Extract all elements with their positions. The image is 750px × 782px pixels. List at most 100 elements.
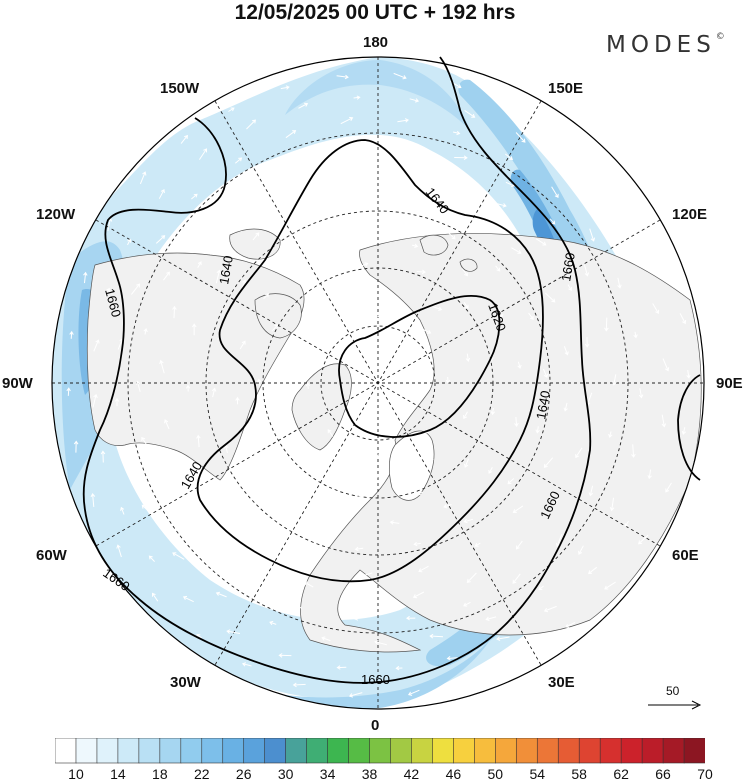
wind-vector-arrow <box>241 279 247 288</box>
wind-vector-arrow <box>466 572 477 583</box>
wind-vector-arrow <box>90 493 96 507</box>
wind-vector-arrow <box>631 251 637 259</box>
wind-vector-arrow <box>631 444 636 458</box>
wind-vector-arrow <box>535 238 547 246</box>
wind-vector-arrow <box>141 504 152 514</box>
wind-vector-arrow <box>73 440 79 453</box>
colorbar-tick-label: 42 <box>403 766 420 782</box>
colorbar-swatch <box>55 738 77 764</box>
wind-vector-arrow <box>155 235 166 244</box>
wind-vector-arrow <box>254 495 261 501</box>
colorbar-swatch <box>390 738 413 764</box>
wind-vector-arrow <box>463 458 469 468</box>
colorbar-tick-label: 62 <box>613 766 629 782</box>
contour-label: 1640 <box>216 254 236 285</box>
wind-vector-arrow <box>542 368 549 379</box>
wind-vector-arrow <box>397 141 411 147</box>
colorbar-swatch <box>620 738 643 764</box>
wind-vector-arrow <box>259 530 267 538</box>
wind-vector-arrow <box>290 600 303 609</box>
wind-vector-arrow <box>279 189 294 194</box>
lon-label-90e: 90E <box>716 375 743 392</box>
colorbar-tick-label: 10 <box>68 766 84 782</box>
wind-vector-arrow <box>298 102 309 109</box>
colorbar-tick-label: 46 <box>445 766 462 782</box>
wind-vector-arrow <box>417 491 424 496</box>
wind-vector-arrow <box>114 397 120 407</box>
wind-vector-arrow <box>443 504 452 509</box>
wind-vector-arrow <box>278 653 292 658</box>
colorbar-swatch <box>683 738 705 764</box>
colorbar-swatch <box>641 738 664 764</box>
wind-vector-arrow <box>197 261 202 268</box>
wind-vector-arrow <box>374 640 388 646</box>
wind-vector-arrow <box>647 469 652 480</box>
wind-vector-arrow <box>512 505 524 513</box>
wind-vector-arrow <box>348 692 363 698</box>
wind-vector-arrow <box>521 654 528 659</box>
wind-vector-arrow <box>180 134 188 144</box>
wind-vector-arrow <box>452 130 461 136</box>
colorbar-swatch <box>159 738 182 764</box>
wind-vector-arrow <box>515 540 523 550</box>
colorbar-swatch <box>536 738 559 764</box>
colorbar-swatch <box>662 738 685 764</box>
lon-label-30w: 30W <box>170 674 201 691</box>
wind-vector-arrow <box>228 107 235 112</box>
wind-vector-arrow <box>604 581 616 590</box>
wind-vector-arrow <box>104 287 111 297</box>
wind-vector-arrow <box>152 592 159 602</box>
wind-vector-arrow <box>555 534 563 548</box>
wind-vector-arrow <box>463 518 474 524</box>
wind-vector-arrow <box>211 387 217 398</box>
colorbar-swatch <box>515 738 538 764</box>
wind-vector-arrow <box>340 116 354 125</box>
wind-vector-arrow <box>465 353 471 363</box>
wind-vector-arrow <box>304 255 311 262</box>
wind-vector-arrow <box>220 484 227 498</box>
wind-vector-arrow <box>495 265 501 272</box>
contour-label: 1660 <box>102 287 124 319</box>
wind-vector-arrow <box>360 262 369 267</box>
reference-vector <box>648 700 702 710</box>
wind-vector-arrow <box>252 232 260 241</box>
wind-vector-arrow <box>538 585 544 591</box>
wind-vector-arrow <box>139 171 147 185</box>
wind-vector-arrow <box>387 167 396 172</box>
wind-vector-arrow <box>355 193 369 199</box>
wind-vector-arrow <box>191 323 197 336</box>
wind-vector-arrow <box>681 427 687 435</box>
wind-vector-arrow <box>354 546 364 552</box>
contour-1620 <box>338 295 501 438</box>
wind-vectors <box>66 72 691 698</box>
wind-vector-arrow <box>303 581 314 588</box>
lon-label-180: 180 <box>363 34 389 51</box>
wind-vector-arrow <box>233 219 243 226</box>
colorbar-swatch <box>180 738 203 764</box>
colorbar-swatch <box>369 738 392 764</box>
wind-vector-arrow <box>250 450 257 457</box>
wind-vector-arrow <box>253 552 264 564</box>
colorbar-swatch <box>285 738 308 764</box>
wind-vector-arrow <box>551 186 559 198</box>
wind-vector-arrow <box>652 303 660 314</box>
wind-vector-arrow <box>374 452 385 458</box>
wind-vector-arrow <box>418 565 429 573</box>
colorbar-swatch <box>264 738 287 764</box>
colorbar-swatch <box>306 738 329 764</box>
lon-label-150e: 150E <box>548 80 584 97</box>
wind-vector-arrow <box>517 361 522 369</box>
wind-vector-arrow <box>327 429 334 437</box>
colorbar-swatch <box>117 738 140 764</box>
wind-vector-arrow <box>306 559 317 564</box>
colorbar-swatch <box>495 738 517 764</box>
contour-1660-east <box>677 374 701 481</box>
wind-vector-arrow <box>172 552 185 560</box>
colorbar-swatch <box>327 738 350 764</box>
wind-vector-arrow <box>543 457 554 468</box>
wind-vector-arrow <box>332 172 345 177</box>
wind-vector-arrow <box>389 520 400 525</box>
wind-vector-arrow <box>235 396 240 405</box>
wind-vector-arrow <box>563 402 568 412</box>
